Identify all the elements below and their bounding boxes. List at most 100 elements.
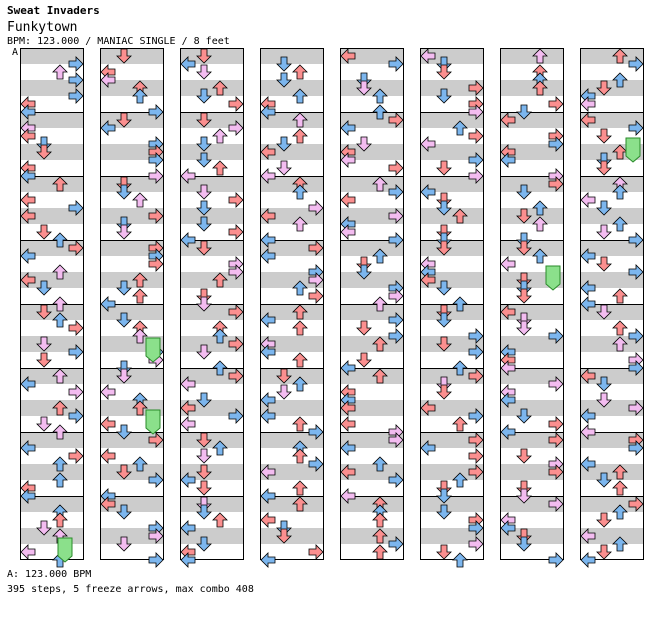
step-arrow-down	[116, 176, 132, 192]
step-arrow-left	[500, 424, 516, 440]
step-arrow-down	[196, 344, 212, 360]
step-arrow-up	[612, 320, 628, 336]
step-arrow-up	[132, 456, 148, 472]
step-arrow-left	[340, 464, 356, 480]
step-arrow-down	[196, 184, 212, 200]
step-arrow-down	[116, 464, 132, 480]
beat-stripe	[180, 336, 244, 352]
step-arrow-up	[532, 80, 548, 96]
step-arrow-left	[180, 376, 196, 392]
step-arrow-down	[116, 360, 132, 376]
step-arrow-up	[452, 416, 468, 432]
beat-stripe	[500, 304, 564, 320]
step-arrow-left	[340, 48, 356, 64]
step-arrow-left	[260, 232, 276, 248]
step-arrow-right	[388, 112, 404, 128]
step-arrow-right	[308, 272, 324, 288]
step-arrow-left	[260, 512, 276, 528]
column-frame	[20, 48, 84, 560]
beat-stripe	[260, 432, 324, 448]
step-arrow-right	[68, 408, 84, 424]
step-arrow-left	[500, 152, 516, 168]
step-arrow-right	[468, 432, 484, 448]
step-arrow-down	[436, 200, 452, 216]
step-arrow-up	[132, 328, 148, 344]
step-arrow-left	[20, 128, 36, 144]
step-arrow-right	[148, 152, 164, 168]
step-arrow-right	[68, 448, 84, 464]
step-arrow-right	[228, 408, 244, 424]
step-arrow-left	[580, 528, 596, 544]
step-arrow-up	[292, 112, 308, 128]
step-arrow-down	[516, 208, 532, 224]
step-arrow-down	[516, 536, 532, 552]
step-arrow-left	[340, 192, 356, 208]
beat-stripe	[20, 496, 84, 512]
beat-stripe	[260, 112, 324, 128]
beat-stripe	[180, 528, 244, 544]
beat-stripe	[20, 144, 84, 160]
step-arrow-right	[148, 256, 164, 272]
beat-stripe	[260, 336, 324, 352]
step-arrow-left	[180, 400, 196, 416]
step-arrow-up	[452, 296, 468, 312]
step-arrow-up	[52, 368, 68, 384]
beat-stripe	[180, 464, 244, 480]
beat-stripe	[100, 112, 164, 128]
step-arrow-down	[36, 224, 52, 240]
step-arrow-right	[68, 384, 84, 400]
step-arrow-up	[292, 496, 308, 512]
step-arrow-left	[260, 168, 276, 184]
step-arrow-right	[148, 528, 164, 544]
step-arrow-left	[100, 496, 116, 512]
step-arrow-right	[548, 552, 564, 568]
step-arrow-up	[532, 216, 548, 232]
step-arrow-right	[68, 240, 84, 256]
step-arrow-right	[388, 472, 404, 488]
beat-stripe	[580, 80, 644, 96]
step-arrow-up	[612, 216, 628, 232]
step-arrow-up	[452, 552, 468, 568]
beat-stripe	[420, 496, 484, 512]
step-arrow-left	[260, 312, 276, 328]
step-arrow-left	[20, 168, 36, 184]
step-arrow-right	[148, 472, 164, 488]
step-arrow-down	[436, 384, 452, 400]
step-arrow-up	[292, 280, 308, 296]
step-arrow-down	[36, 520, 52, 536]
beat-stripe	[500, 80, 564, 96]
step-arrow-down	[596, 512, 612, 528]
step-arrow-up	[612, 504, 628, 520]
step-arrow-right	[308, 288, 324, 304]
beat-stripe	[340, 304, 404, 320]
step-arrow-left	[20, 104, 36, 120]
step-arrow-down	[516, 448, 532, 464]
step-arrow-up	[612, 72, 628, 88]
step-arrow-down	[196, 504, 212, 520]
step-arrow-up	[292, 184, 308, 200]
step-arrow-right	[548, 96, 564, 112]
step-arrow-down	[596, 304, 612, 320]
column-frame	[340, 48, 404, 560]
step-arrow-down	[596, 128, 612, 144]
step-arrow-left	[580, 96, 596, 112]
beat-stripe	[420, 144, 484, 160]
beat-stripe	[100, 272, 164, 288]
step-arrow-down	[116, 224, 132, 240]
step-arrow-left	[580, 424, 596, 440]
step-arrow-left	[420, 184, 436, 200]
beat-stripe	[420, 368, 484, 384]
step-arrow-down	[196, 288, 212, 304]
step-arrow-down	[596, 544, 612, 560]
beat-stripe	[180, 176, 244, 192]
beat-stripe	[500, 48, 564, 64]
beat-stripe	[260, 144, 324, 160]
beat-stripe	[420, 272, 484, 288]
step-arrow-up	[372, 88, 388, 104]
beat-stripe	[500, 176, 564, 192]
step-arrow-left	[260, 104, 276, 120]
step-arrow-down	[196, 448, 212, 464]
step-arrow-up	[212, 160, 228, 176]
step-arrow-down	[196, 216, 212, 232]
step-arrow-down	[196, 480, 212, 496]
